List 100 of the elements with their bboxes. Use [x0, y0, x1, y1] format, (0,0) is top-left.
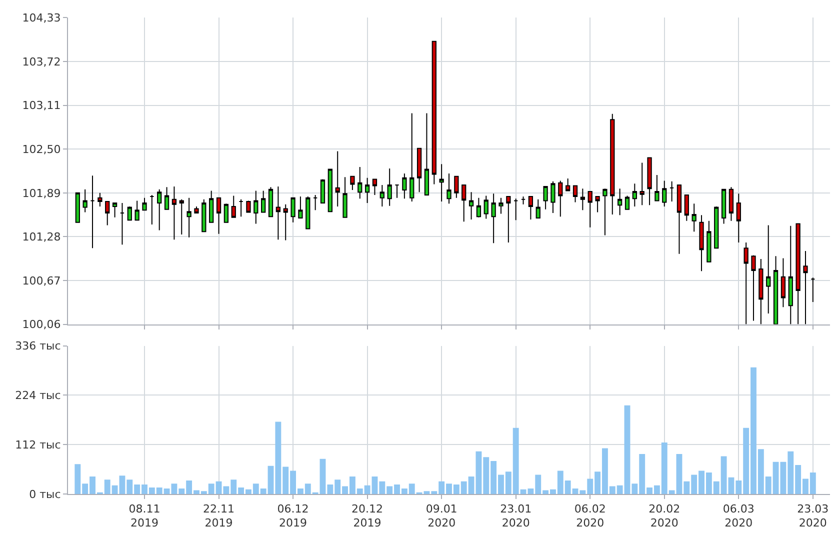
x-tick-label: 06.12 2019 [277, 502, 309, 530]
x-tick-label: 22.11 2019 [203, 502, 235, 530]
candlestick [780, 258, 786, 308]
x-tick-label: 20.12 2019 [352, 502, 384, 530]
candlestick [424, 112, 430, 196]
candlestick [172, 186, 177, 240]
candlestick [202, 198, 206, 232]
candlestick [350, 176, 355, 191]
candlestick [714, 206, 719, 249]
candlestick [268, 186, 274, 218]
candlestick [416, 148, 422, 193]
candlestick [75, 192, 80, 223]
candlestick [320, 178, 326, 204]
candlestick [572, 185, 578, 203]
candlestick [90, 175, 95, 249]
candlestick [179, 198, 184, 236]
y-tick-label: 336 тыс [15, 340, 61, 353]
candlestick [224, 203, 229, 223]
candlestick [566, 178, 570, 192]
candlestick [803, 250, 808, 324]
candlestick [736, 193, 741, 243]
candlestick [506, 196, 511, 243]
candlestick [231, 195, 236, 218]
candlestick [335, 150, 340, 208]
x-tick-label: 06.02 2020 [574, 502, 606, 530]
candlestick [692, 203, 696, 232]
candlestick [796, 223, 800, 324]
candlestick [402, 173, 407, 200]
candlestick [142, 197, 147, 211]
candlestick [676, 184, 682, 254]
candlestick [313, 194, 318, 211]
x-tick-label: 09.01 2020 [426, 502, 458, 530]
candlestick [810, 277, 816, 303]
candlestick [744, 242, 748, 324]
candlestick [773, 256, 778, 324]
candlestick [446, 173, 452, 204]
candlestick [543, 186, 548, 210]
candlestick [276, 186, 280, 240]
candlestick [164, 186, 170, 210]
candlestick [372, 178, 378, 196]
candlestick [328, 168, 332, 212]
candlestick [595, 196, 600, 213]
x-tick-label: 20.02 2020 [648, 502, 680, 530]
candlestick [150, 194, 154, 225]
candlestick [216, 197, 222, 234]
candlestick [558, 180, 563, 218]
candlestick [632, 183, 637, 208]
candlestick [610, 113, 615, 215]
candlestick [194, 206, 199, 214]
candlestick [536, 198, 540, 219]
x-tick-label: 06.03 2020 [722, 502, 754, 530]
y-tick-label: 112 тыс [15, 438, 61, 452]
candlestick [290, 197, 296, 223]
candlestick [432, 40, 436, 185]
x-tick-label: 08.11 2019 [128, 502, 160, 530]
y-tick-label: 101,28 [22, 230, 61, 244]
candlestick [498, 197, 504, 214]
candlestick [462, 184, 466, 222]
candlestick [484, 195, 488, 220]
candlestick [380, 184, 384, 208]
candlestick [514, 198, 518, 221]
candlestick [298, 196, 303, 219]
candlestick [476, 197, 482, 218]
candlestick [618, 188, 622, 216]
candlestick [624, 195, 630, 210]
candlestick [134, 200, 140, 221]
candlestick [120, 202, 125, 246]
candlestick [654, 174, 660, 202]
candlestick [721, 188, 726, 224]
candlestick [342, 176, 348, 218]
candlestick [468, 192, 474, 220]
y-tick-label: 102,50 [22, 142, 61, 156]
candlestick [766, 224, 771, 314]
candlestick [684, 194, 689, 222]
candlestick [254, 190, 258, 224]
x-tick-label: 23.01 2020 [500, 502, 532, 530]
candlestick [520, 196, 526, 205]
candlestick [127, 206, 132, 221]
y-tick-label: 103,11 [22, 99, 61, 112]
candlestick [758, 258, 764, 324]
candlestick [82, 188, 88, 213]
candlestick [98, 192, 102, 208]
candlestick [387, 168, 392, 206]
candlestick [580, 188, 585, 211]
candlestick [662, 180, 667, 208]
candlestick [788, 225, 793, 324]
y-tick-label: 104,33 [22, 12, 61, 25]
candlestick [706, 220, 712, 262]
candlestick [647, 157, 652, 206]
y-tick-label: 100,67 [22, 274, 61, 288]
candlestick [588, 190, 592, 228]
candlestick [306, 196, 310, 230]
candlestick [246, 200, 251, 213]
candlestick [669, 180, 674, 202]
candlestick [186, 197, 192, 238]
candlestick [105, 201, 110, 226]
y-tick-label: 101,89 [22, 186, 61, 200]
candlestick [238, 198, 244, 218]
candlestick [394, 184, 400, 198]
y-tick-label: 100,06 [22, 318, 61, 332]
